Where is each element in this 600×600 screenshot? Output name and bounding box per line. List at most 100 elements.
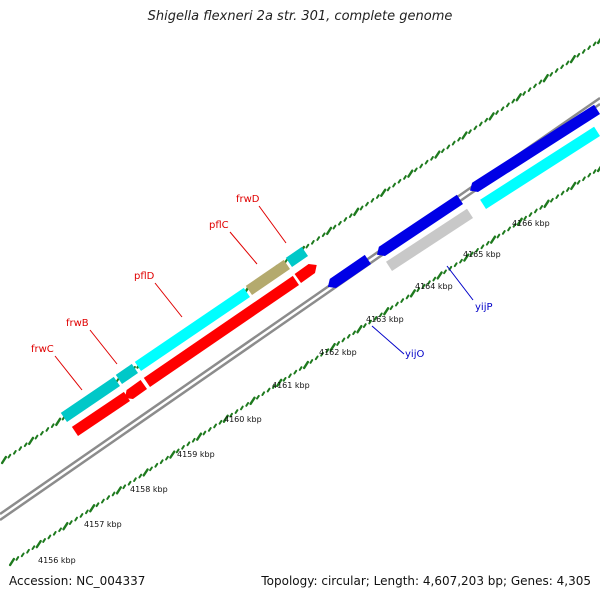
tick-mark: [592, 41, 597, 47]
scale-label: 4165 kbp: [463, 250, 501, 259]
tick-mark: [343, 217, 348, 222]
tick-mark: [362, 323, 367, 328]
tick-mark: [338, 220, 342, 226]
tick-mark: [484, 117, 489, 123]
tick-mark: [298, 366, 303, 371]
tick-mark: [430, 156, 434, 161]
tick-mark: [101, 498, 105, 504]
tick-mark: [191, 437, 196, 443]
cds-bar-frwB: [124, 380, 147, 399]
tick-mark: [383, 307, 390, 316]
tick-mark: [321, 232, 326, 238]
tick-mark: [523, 215, 527, 221]
tick-mark: [55, 417, 62, 426]
tick-mark: [407, 169, 414, 178]
tick-mark: [416, 287, 421, 293]
tick-mark: [515, 93, 522, 102]
leader-frwB: [89, 329, 118, 365]
tick-mark: [566, 187, 570, 192]
tick-mark: [549, 72, 554, 77]
tick-mark: [165, 455, 169, 461]
feature-bar-right: [480, 126, 600, 209]
feature-track: [60, 104, 600, 436]
tick-mark: [35, 539, 42, 549]
tick-mark: [305, 243, 310, 249]
tick-mark: [380, 188, 387, 197]
tick-mark: [346, 334, 351, 339]
tick-mark: [23, 442, 28, 448]
leader-pflD: [154, 282, 183, 318]
leader-pflC: [229, 231, 258, 265]
tick-mark: [395, 301, 399, 307]
tick-mark: [28, 436, 35, 446]
tick-mark: [222, 414, 229, 423]
tick-mark: [352, 330, 356, 336]
tick-mark: [468, 129, 472, 134]
tick-mark: [446, 144, 451, 150]
tick-mark: [463, 253, 470, 262]
tick-mark: [58, 527, 62, 533]
tick-mark: [554, 68, 559, 73]
tick-mark: [68, 520, 73, 525]
tick-mark: [42, 538, 46, 543]
scale-labels: 4156 kbp 4157 kbp 4158 kbp 4159 kbp 4160…: [38, 219, 550, 565]
tick-mark: [379, 312, 383, 318]
gene-label-frwD: frwD: [236, 194, 260, 205]
tick-mark: [522, 91, 526, 96]
tick-mark: [79, 513, 84, 518]
scale-label: 4159 kbp: [177, 450, 215, 459]
gene-labels: frwC frwB pflD pflC frwD yijO yijP: [31, 194, 493, 360]
tick-mark: [581, 49, 586, 54]
tick-mark: [249, 396, 256, 405]
tick-mark: [480, 244, 485, 250]
tick-mark: [111, 491, 116, 497]
tick-mark: [512, 222, 517, 228]
tick-mark: [582, 176, 586, 182]
tick-mark: [432, 276, 437, 282]
tick-mark: [47, 534, 52, 540]
tick-mark: [326, 226, 333, 236]
tick-mark: [434, 150, 441, 159]
tick-mark: [453, 262, 458, 268]
tick-mark: [596, 37, 600, 45]
tick-mark: [485, 240, 490, 246]
tick-mark: [276, 378, 283, 388]
tick-mark: [353, 207, 360, 217]
tick-mark: [256, 394, 260, 400]
feature-bar-yijP: [386, 208, 473, 271]
cds-bar-frwC: [71, 391, 130, 436]
tick-mark: [336, 341, 340, 346]
tick-mark: [405, 294, 410, 300]
tick-mark: [142, 468, 149, 477]
gene-label-pflD: pflD: [134, 271, 155, 282]
tick-mark: [8, 557, 16, 567]
gene-label-yijP: yijP: [475, 302, 493, 313]
tick-mark: [596, 165, 600, 173]
tick-mark: [89, 504, 96, 513]
tick-mark: [85, 509, 89, 515]
tick-mark: [293, 369, 298, 375]
tick-mark: [413, 167, 418, 173]
tick-mark: [495, 110, 499, 115]
tick-mark: [356, 325, 363, 334]
tick-mark: [451, 140, 456, 146]
scale-label: 4163 kbp: [366, 315, 404, 324]
leader-frwC: [54, 355, 83, 391]
tick-mark: [138, 473, 143, 479]
tick-mark: [20, 552, 25, 558]
tick-mark: [272, 384, 276, 389]
tick-mark: [329, 342, 336, 352]
tick-mark: [348, 213, 353, 218]
tick-mark: [122, 484, 127, 490]
cds-bar-right: [470, 104, 600, 192]
tick-mark: [169, 450, 176, 459]
tick-mark: [570, 181, 577, 191]
tick-mark: [311, 240, 315, 245]
tick-mark: [424, 159, 429, 165]
tick-mark: [459, 258, 463, 264]
tick-mark: [443, 269, 447, 275]
feature-bar-pflC: [245, 259, 290, 295]
tick-mark: [555, 194, 560, 199]
tick-mark: [320, 351, 324, 357]
tick-mark: [341, 337, 346, 343]
